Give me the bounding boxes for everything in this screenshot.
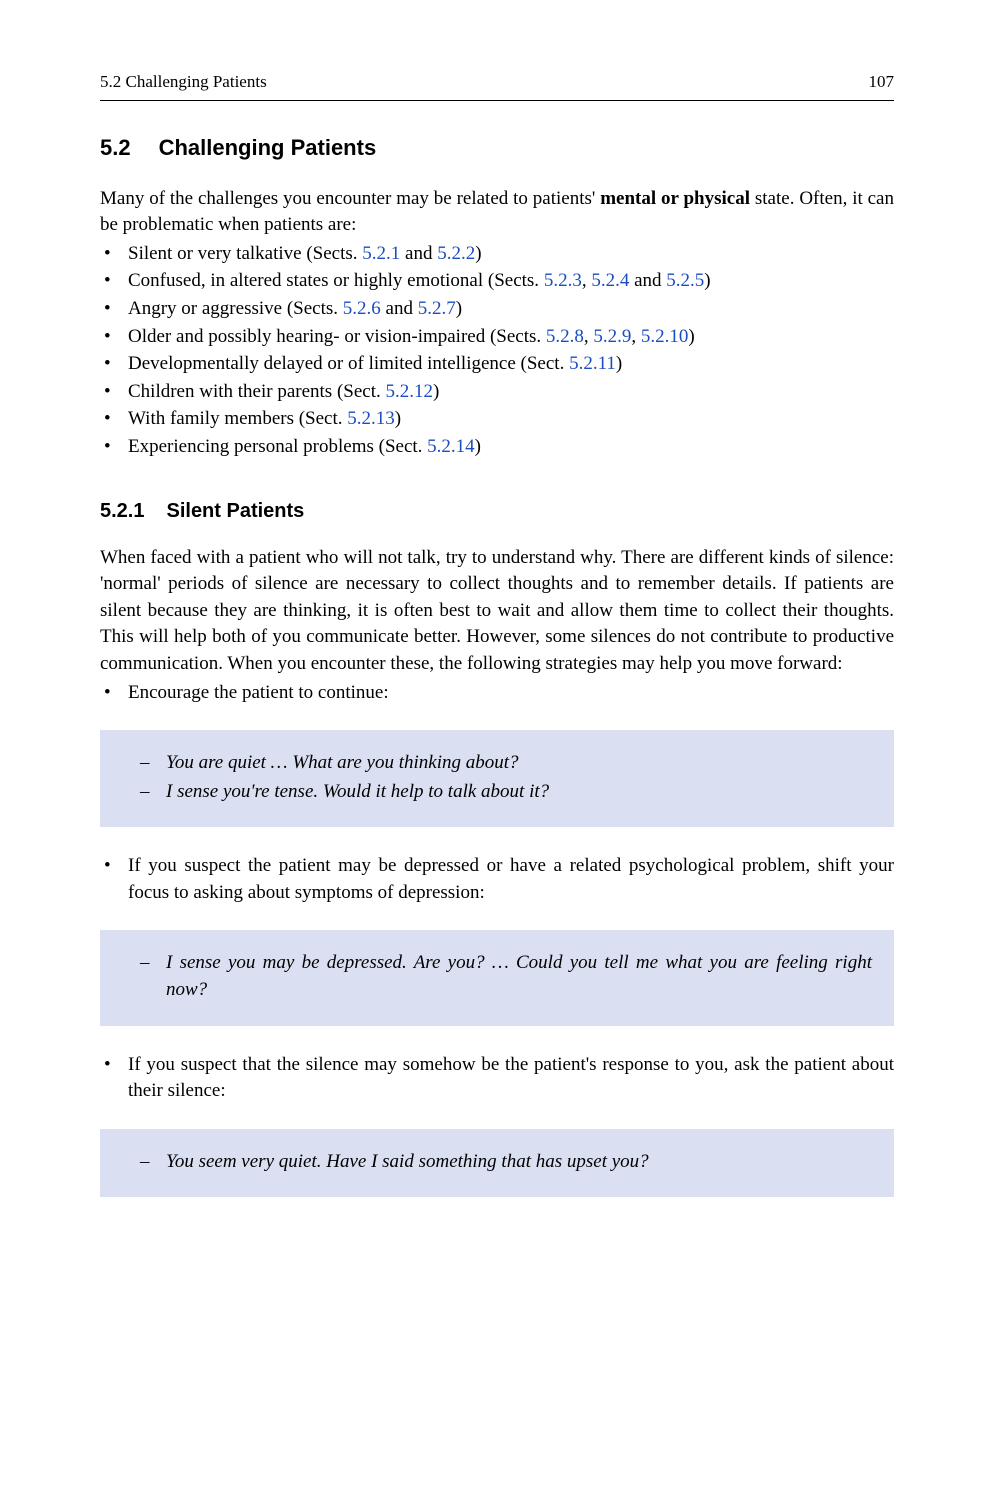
callout-list: I sense you may be depressed. Are you? ……: [122, 950, 872, 1003]
strategy-item: If you suspect the patient may be depres…: [100, 853, 894, 906]
callout-list: You are quiet … What are you thinking ab…: [122, 750, 872, 805]
bullet-text-post: ): [475, 243, 481, 264]
bullet-text: Confused, in altered states or highly em…: [128, 270, 544, 291]
cross-reference-link[interactable]: 5.2.2: [437, 243, 475, 264]
intro-paragraph: Many of the challenges you encounter may…: [100, 186, 894, 239]
bullet-text-post: ): [456, 298, 462, 319]
section-title: Challenging Patients: [159, 135, 377, 160]
cross-reference-link[interactable]: 5.2.4: [591, 270, 629, 291]
example-callout: I sense you may be depressed. Are you? ……: [100, 930, 894, 1025]
example-callout: You are quiet … What are you thinking ab…: [100, 730, 894, 827]
subsection-paragraph: When faced with a patient who will not t…: [100, 545, 894, 678]
cross-reference-link[interactable]: 5.2.6: [343, 298, 381, 319]
link-separator: ,: [584, 326, 594, 347]
strategy-lead-pre: If you suspect that the silence may some…: [128, 1054, 724, 1075]
bullet-text-post: ): [688, 326, 694, 347]
intro-bullet: Angry or aggressive (Sects. 5.2.6 and 5.…: [100, 296, 894, 323]
link-separator: and: [381, 298, 418, 319]
strategy-item: If you suspect that the silence may some…: [100, 1052, 894, 1105]
cross-reference-link[interactable]: 5.2.5: [666, 270, 704, 291]
link-separator: and: [400, 243, 437, 264]
bullet-text: Experiencing personal problems (Sect.: [128, 436, 427, 457]
strategy-list: If you suspect the patient may be depres…: [100, 853, 894, 906]
bullet-text: With family members (Sect.: [128, 408, 347, 429]
strategy-item: Encourage the patient to continue:: [100, 680, 894, 707]
section-number: 5.2: [100, 133, 131, 164]
intro-bullet: Confused, in altered states or highly em…: [100, 268, 894, 295]
cross-reference-link[interactable]: 5.2.8: [546, 326, 584, 347]
cross-reference-link[interactable]: 5.2.1: [362, 243, 400, 264]
callout-line: You seem very quiet. Have I said somethi…: [140, 1149, 872, 1176]
intro-bullet: Older and possibly hearing- or vision-im…: [100, 324, 894, 351]
intro-bold: mental or physical: [600, 188, 750, 209]
callout-line: You are quiet … What are you thinking ab…: [140, 750, 872, 777]
intro-bullet-list: Silent or very talkative (Sects. 5.2.1 a…: [100, 241, 894, 461]
strategy-list: If you suspect that the silence may some…: [100, 1052, 894, 1105]
header-rule: [100, 100, 894, 101]
link-separator: ,: [582, 270, 592, 291]
subsection-number: 5.2.1: [100, 497, 144, 525]
callout-line: I sense you may be depressed. Are you? ……: [140, 950, 872, 1003]
bullet-text-post: ): [395, 408, 401, 429]
section-heading: 5.2 Challenging Patients: [100, 133, 894, 164]
cross-reference-link[interactable]: 5.2.11: [569, 353, 616, 374]
link-separator: ,: [631, 326, 641, 347]
cross-reference-link[interactable]: 5.2.14: [427, 436, 475, 457]
intro-bullet: Children with their parents (Sect. 5.2.1…: [100, 379, 894, 406]
intro-bullet: Developmentally delayed or of limited in…: [100, 351, 894, 378]
bullet-text: Children with their parents (Sect.: [128, 381, 386, 402]
bullet-text-post: ): [433, 381, 439, 402]
running-header: 5.2 Challenging Patients 107: [100, 70, 894, 94]
strategies-container: Encourage the patient to continue: You ar…: [100, 680, 894, 1198]
callout-line: I sense you're tense. Would it help to t…: [140, 779, 872, 806]
cross-reference-link[interactable]: 5.2.7: [418, 298, 456, 319]
header-left: 5.2 Challenging Patients: [100, 70, 267, 94]
bullet-text-post: ): [704, 270, 710, 291]
bullet-text: Angry or aggressive (Sects.: [128, 298, 343, 319]
bullet-text: Developmentally delayed or of limited in…: [128, 353, 569, 374]
cross-reference-link[interactable]: 5.2.12: [386, 381, 434, 402]
subsection-heading: 5.2.1 Silent Patients: [100, 497, 894, 525]
bullet-text-post: ): [616, 353, 622, 374]
bullet-text: Silent or very talkative (Sects.: [128, 243, 362, 264]
strategy-list: Encourage the patient to continue:: [100, 680, 894, 707]
intro-pre: Many of the challenges you encounter may…: [100, 188, 600, 209]
cross-reference-link[interactable]: 5.2.10: [641, 326, 689, 347]
intro-bullet: Silent or very talkative (Sects. 5.2.1 a…: [100, 241, 894, 268]
link-separator: and: [629, 270, 666, 291]
intro-bullet: Experiencing personal problems (Sect. 5.…: [100, 434, 894, 461]
callout-list: You seem very quiet. Have I said somethi…: [122, 1149, 872, 1176]
bullet-text: Older and possibly hearing- or vision-im…: [128, 326, 546, 347]
subsection-title: Silent Patients: [166, 500, 304, 522]
header-page-number: 107: [869, 70, 895, 94]
intro-bullet: With family members (Sect. 5.2.13): [100, 406, 894, 433]
cross-reference-link[interactable]: 5.2.9: [593, 326, 631, 347]
cross-reference-link[interactable]: 5.2.3: [544, 270, 582, 291]
cross-reference-link[interactable]: 5.2.13: [347, 408, 395, 429]
bullet-text-post: ): [475, 436, 481, 457]
example-callout: You seem very quiet. Have I said somethi…: [100, 1129, 894, 1198]
